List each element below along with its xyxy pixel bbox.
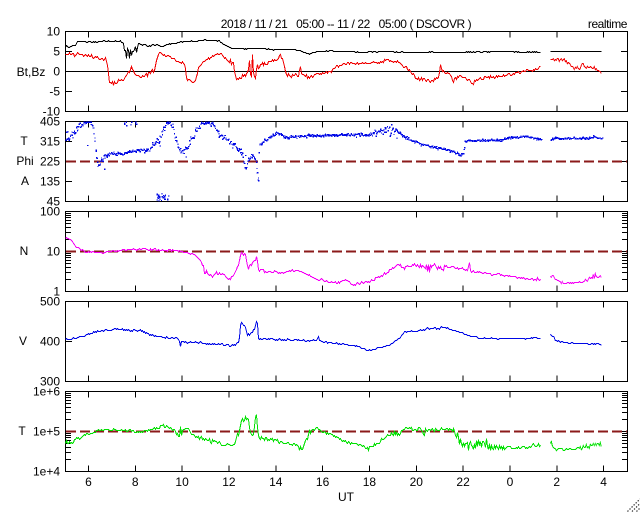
svg-text:UT: UT — [338, 490, 355, 504]
svg-text:1e+5: 1e+5 — [33, 425, 60, 439]
svg-text:405: 405 — [40, 115, 60, 129]
svg-text:22: 22 — [456, 475, 470, 489]
svg-text:400: 400 — [40, 335, 60, 349]
svg-text:5: 5 — [53, 45, 60, 59]
svg-text:315: 315 — [40, 135, 60, 149]
svg-text:45: 45 — [47, 195, 61, 209]
svg-text:realtime: realtime — [588, 17, 628, 31]
svg-text:0: 0 — [507, 475, 514, 489]
svg-text:8: 8 — [132, 475, 139, 489]
svg-text:135: 135 — [40, 175, 60, 189]
svg-text:A: A — [21, 174, 29, 188]
svg-text:T: T — [18, 424, 26, 438]
svg-text:2018 / 11 / 21 05:00 -- 11 /: 2018 / 11 / 21 05:00 -- 11 / 22 05:00 ( … — [221, 17, 472, 31]
svg-text:-10: -10 — [43, 105, 61, 119]
svg-text:1e+4: 1e+4 — [33, 465, 60, 479]
svg-text:N: N — [20, 244, 29, 258]
svg-text:V: V — [19, 334, 27, 348]
svg-text:500: 500 — [40, 295, 60, 309]
svg-text:Phi: Phi — [16, 154, 33, 168]
svg-text:12: 12 — [222, 475, 236, 489]
svg-text:10: 10 — [175, 475, 189, 489]
svg-text:14: 14 — [269, 475, 283, 489]
svg-text:16: 16 — [316, 475, 330, 489]
svg-text:Bt,Bz: Bt,Bz — [17, 65, 46, 79]
svg-text:1e+6: 1e+6 — [33, 385, 60, 399]
svg-text:4: 4 — [600, 475, 607, 489]
svg-text:T: T — [20, 134, 28, 148]
svg-text:225: 225 — [40, 155, 60, 169]
svg-text:10: 10 — [47, 245, 61, 259]
svg-text:18: 18 — [363, 475, 377, 489]
svg-text:10: 10 — [47, 25, 61, 39]
svg-text:0: 0 — [53, 65, 60, 79]
svg-text:6: 6 — [85, 475, 92, 489]
svg-text:300: 300 — [40, 375, 60, 389]
svg-text:1: 1 — [53, 285, 60, 299]
svg-text:20: 20 — [410, 475, 424, 489]
svg-text:-5: -5 — [49, 85, 60, 99]
svg-text:2: 2 — [553, 475, 560, 489]
svg-text:100: 100 — [40, 205, 60, 219]
